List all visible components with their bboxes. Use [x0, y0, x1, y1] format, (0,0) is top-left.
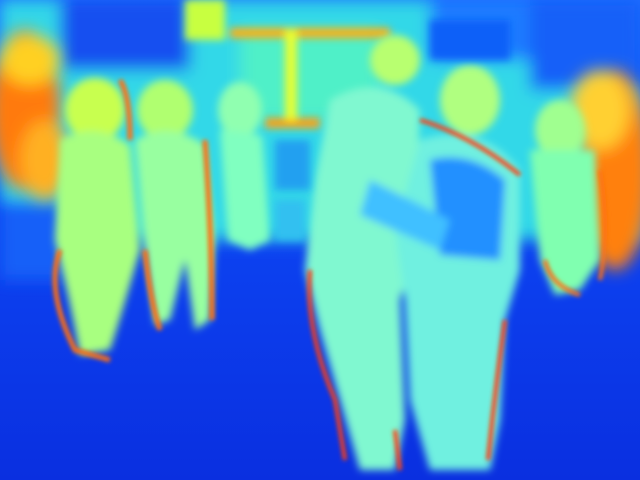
person-group-left [55, 78, 270, 355]
cool-patches [275, 20, 510, 240]
person-group-left-outline [52, 78, 215, 363]
person-group-center-outline [307, 118, 522, 471]
person-group-right-outline [543, 169, 607, 297]
person-group-right [530, 100, 600, 295]
hot-region-left [0, 30, 70, 200]
person-group-center [305, 35, 520, 471]
warm-band-top [185, 0, 390, 128]
